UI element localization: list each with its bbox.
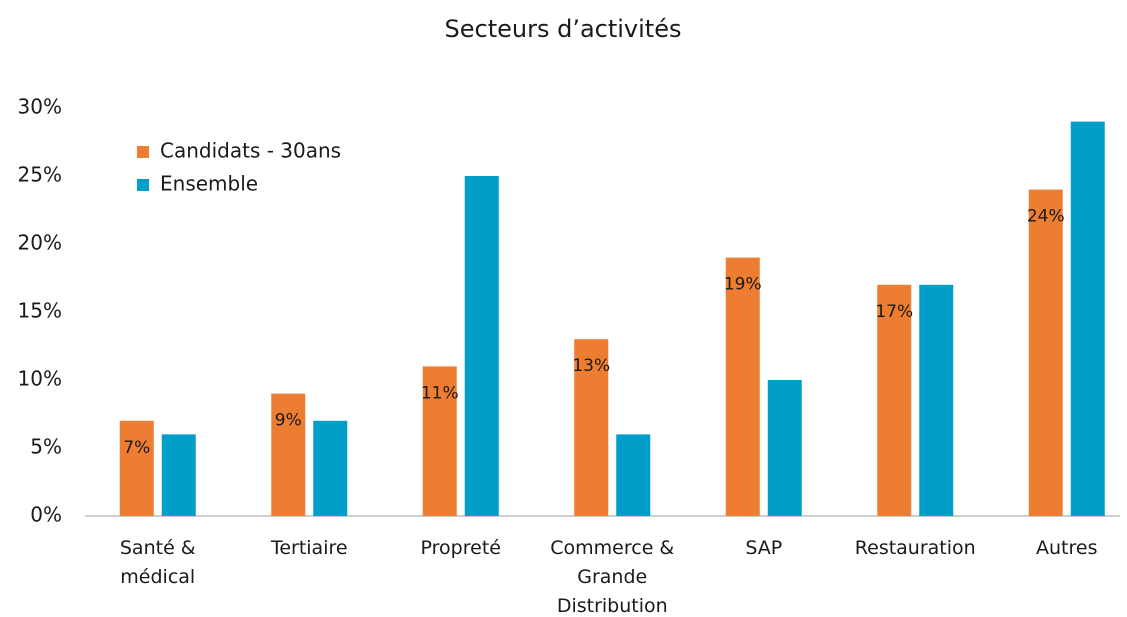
- bar: [422, 366, 457, 516]
- data-label: 11%: [421, 383, 459, 403]
- bar: [725, 257, 760, 516]
- y-tick-label: 20%: [18, 231, 62, 255]
- y-tick-label: 5%: [30, 435, 62, 459]
- x-tick-label: Restauration: [854, 537, 976, 559]
- x-tick-label: Commerce & Grande Distribution: [550, 537, 675, 617]
- data-label: 24%: [1027, 207, 1065, 227]
- bar: [919, 284, 954, 516]
- x-tick-label: Tertiaire: [270, 537, 348, 559]
- data-label: 17%: [875, 302, 913, 322]
- bar: [1070, 121, 1105, 516]
- bar: [616, 434, 651, 516]
- x-tick-label: Autres: [1036, 537, 1098, 559]
- legend-swatch: [137, 179, 149, 191]
- bar: [313, 420, 348, 516]
- data-label: 9%: [275, 411, 302, 431]
- y-tick-label: 15%: [18, 299, 62, 323]
- data-label: 19%: [724, 275, 762, 295]
- x-tick-label: Santé & médical: [119, 537, 196, 588]
- bar: [161, 434, 196, 516]
- x-tick-label: SAP: [745, 537, 783, 559]
- legend-label: Ensemble: [160, 172, 258, 196]
- legend-swatch: [137, 146, 149, 158]
- x-tick-label: Propreté: [420, 537, 501, 559]
- bar: [877, 284, 912, 516]
- legend-label: Candidats - 30ans: [160, 139, 341, 163]
- data-label: 7%: [123, 438, 150, 458]
- bar: [1028, 189, 1063, 516]
- data-label: 13%: [572, 356, 610, 376]
- bar: [767, 380, 802, 516]
- y-tick-label: 25%: [18, 163, 62, 187]
- bar: [271, 393, 306, 516]
- bar: [119, 420, 154, 516]
- chart-title: Secteurs d’activités: [445, 15, 682, 43]
- y-tick-label: 10%: [18, 367, 62, 391]
- y-tick-label: 30%: [18, 95, 62, 119]
- bar: [574, 339, 609, 516]
- y-tick-label: 0%: [30, 503, 62, 527]
- bar: [464, 176, 499, 516]
